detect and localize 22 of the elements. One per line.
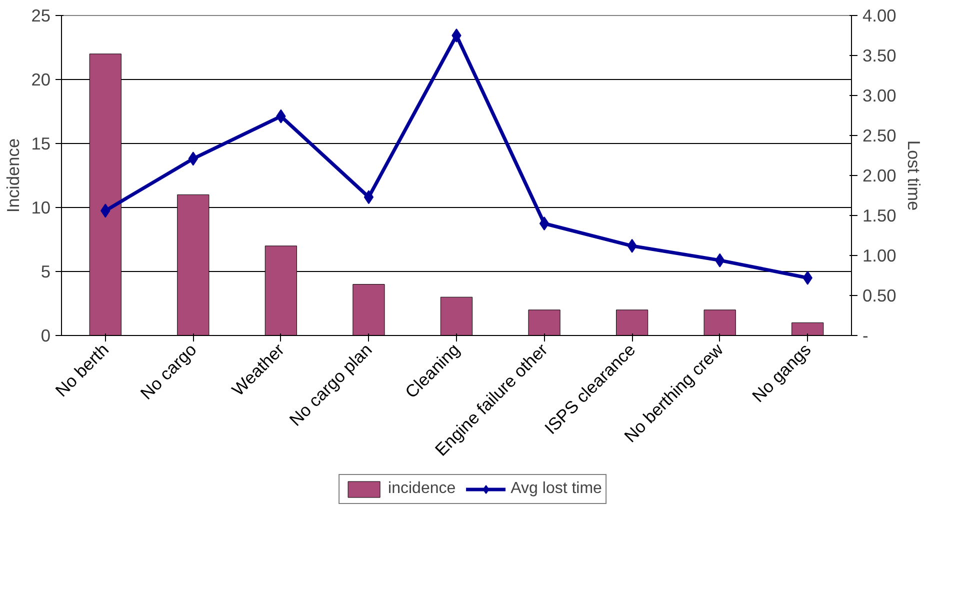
y2-tick-label: - — [862, 326, 868, 346]
legend-label: Avg lost time — [510, 480, 602, 498]
y2-tick-label: 3.50 — [862, 46, 896, 66]
y-tick-label: 20 — [31, 70, 51, 90]
y2-axis-title: Lost time — [904, 140, 924, 211]
y-tick-label: 15 — [31, 134, 51, 154]
y-tick-label: 5 — [40, 262, 51, 282]
y-tick-label: 0 — [40, 326, 51, 346]
y-tick-label: 10 — [31, 198, 51, 218]
point — [364, 190, 374, 204]
y2-tick-label: 1.50 — [862, 206, 896, 226]
y2-tick-label: 2.50 — [862, 126, 896, 146]
y2-tick-label: 3.00 — [862, 86, 896, 106]
point — [539, 216, 550, 230]
y2-tick-label: 0.50 — [862, 286, 896, 306]
point — [452, 28, 462, 42]
y2-tick-label: 1.00 — [862, 246, 896, 266]
y2-tick-label: 2.00 — [862, 166, 896, 186]
y2-tick-label: 4.00 — [862, 6, 896, 26]
y-axis-title: Incidence — [3, 138, 24, 213]
legend-label: incidence — [388, 480, 456, 498]
y-tick-label: 25 — [31, 6, 51, 26]
